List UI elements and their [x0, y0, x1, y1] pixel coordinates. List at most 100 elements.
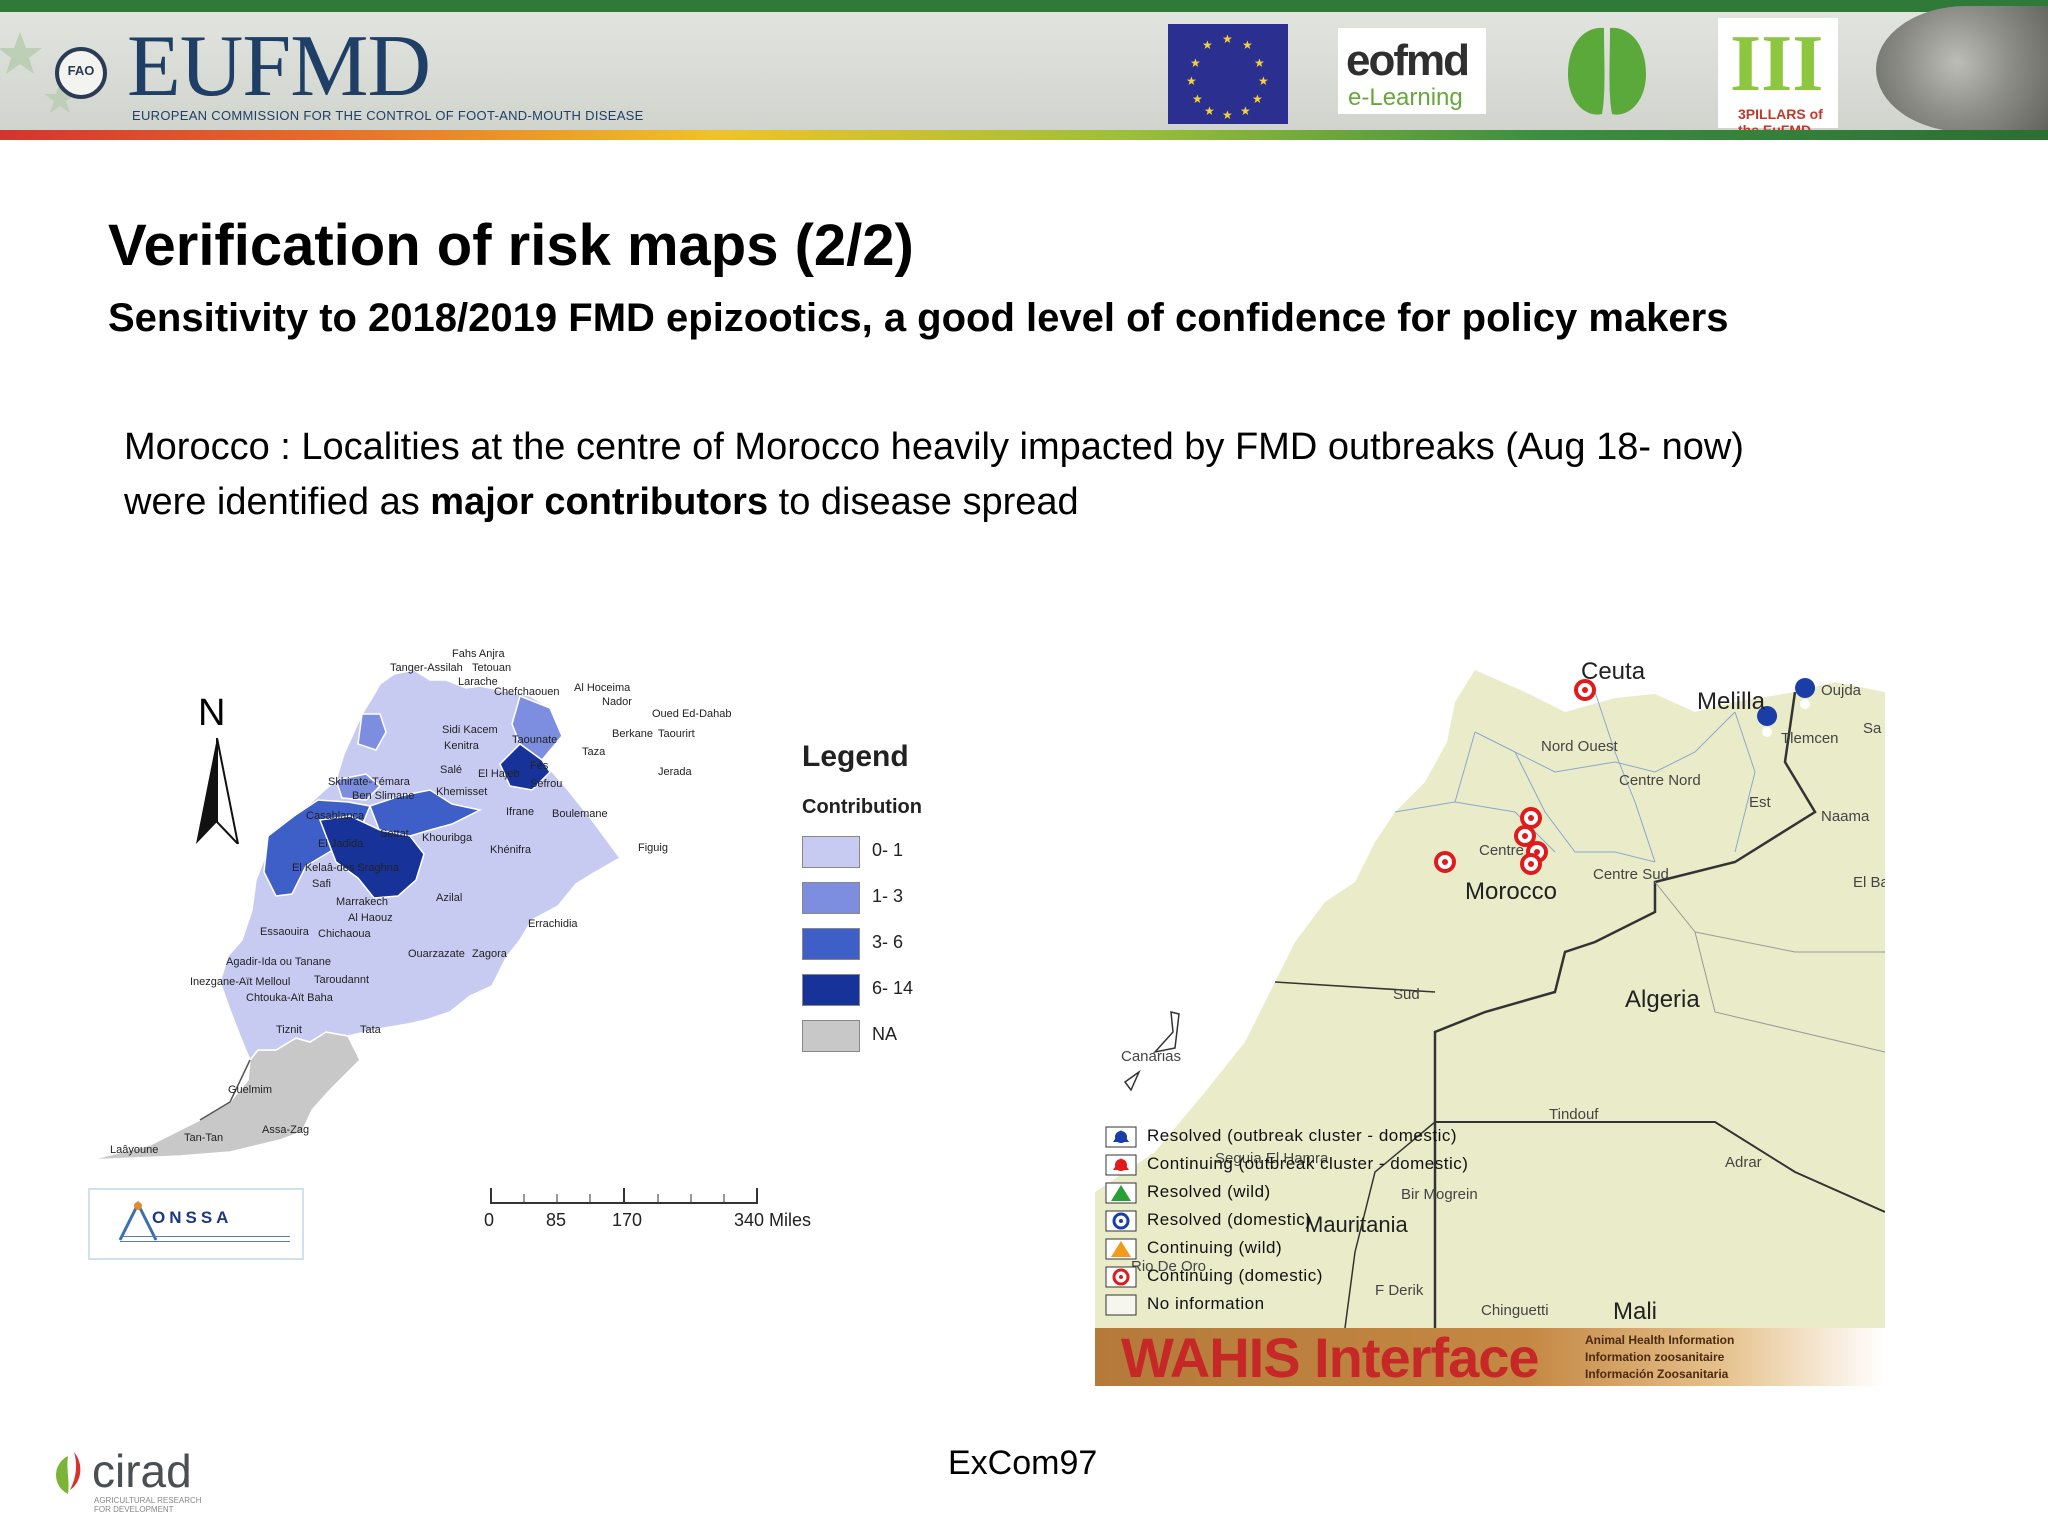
cirad-logo-sub: AGRICULTURAL RESEARCH FOR DEVELOPMENT [94, 1496, 202, 1514]
region-label: Salé [440, 764, 463, 776]
footer-label: ExCom97 [948, 1444, 1098, 1482]
region-label: Taounate [512, 734, 558, 746]
morocco-region-map [89, 669, 622, 1161]
region-label: Tiznit [276, 1024, 302, 1036]
region-label: Al Haouz [348, 912, 393, 924]
wahis-side-line: Information zoosanitaire [1585, 1350, 1725, 1364]
region-label: Laâyoune [110, 1144, 159, 1156]
eofmd-elearning-logo: eofmd e-Learning [1338, 28, 1486, 114]
wahis-banner: WAHIS Interface Animal Health Informatio… [1095, 1326, 1885, 1389]
region-label: Casablanca [306, 810, 365, 822]
body-line-2: were identified as major contributors to… [124, 475, 1984, 530]
region-label: Est [1749, 794, 1771, 811]
legend-swatch [802, 928, 860, 960]
region-label: Nord Ouest [1541, 738, 1618, 755]
slide-title: Verification of risk maps (2/2) [108, 213, 914, 278]
region-label: Inezgane-Aït Melloul [190, 976, 291, 988]
region-label: Sud [1393, 986, 1420, 1003]
legend-swatch [802, 1020, 860, 1052]
wahis-side-text: Animal Health Information Information zo… [1585, 1332, 1734, 1383]
region-label: Tindouf [1549, 1106, 1599, 1123]
region-label: El Hajeb [478, 768, 520, 780]
body-paragraph: Morocco : Localities at the centre of Mo… [124, 420, 1984, 530]
pillars-roman-numeral: III [1730, 20, 1824, 108]
eofmd-logo-name: eofmd [1346, 36, 1470, 85]
region-label: Chichaoua [318, 928, 371, 940]
region-label: Adrar [1725, 1154, 1762, 1171]
country-label: Melilla [1697, 688, 1766, 715]
region-label: Oued Ed-Dahab [652, 708, 732, 720]
region-label: Larache [458, 676, 498, 688]
region-label: Figuig [638, 842, 668, 854]
region-label: F Derik [1375, 1282, 1424, 1299]
region-label: Tetouan [472, 662, 512, 674]
region-label: Khemisset [436, 786, 488, 798]
wahis-side-line: Información Zoosanitaria [1585, 1367, 1729, 1381]
region-label: El Kelaâ-des Sraghna [292, 862, 400, 874]
legend-label: 3- 6 [872, 932, 904, 952]
red-circle-icon [1105, 1266, 1137, 1288]
region-label: Berkane [612, 728, 653, 740]
cirad-logo: cirad AGRICULTURAL RESEARCH FOR DEVELOPM… [48, 1446, 228, 1516]
north-label: N [198, 692, 226, 734]
legend-label: 1- 3 [872, 886, 904, 906]
region-label: Taroudannt [314, 974, 370, 986]
region-label: Fès [530, 760, 549, 772]
legend-swatch [802, 836, 860, 868]
region-label: Skhirate-Témara [328, 776, 410, 788]
region-label: Khénifra [490, 844, 531, 856]
region-label: Boulemane [552, 808, 608, 820]
region-label: Tanger-Assilah [390, 662, 463, 674]
region-label: Assa-Zag [262, 1124, 310, 1136]
wahis-title: WAHIS Interface [1121, 1326, 1540, 1389]
region-label: Ouarzazate [408, 948, 465, 960]
morocco-contribution-map: N Fahs Anjra Tanger-Assilah Tetouan Lara… [80, 640, 950, 1290]
orange-triangle-icon [1105, 1238, 1137, 1260]
region-label: Guelmim [228, 1084, 273, 1096]
wahis-legend-label: No information [1147, 1294, 1265, 1313]
red-cluster-icon [1105, 1154, 1137, 1176]
wahis-legend-label: Continuing (wild) [1147, 1238, 1283, 1257]
legend-label: 6- 14 [872, 978, 914, 998]
region-label: Agadir-Ida ou Tanane [226, 956, 331, 968]
country-label: Algeria [1625, 986, 1700, 1013]
country-label: Mauritania [1305, 1212, 1408, 1237]
onssa-logo-lines [120, 1236, 290, 1242]
region-label: Al Hoceima [574, 682, 631, 694]
region-label: Nador [602, 696, 632, 708]
legend-label: 0- 1 [872, 840, 904, 860]
region-label: Essaouira [260, 926, 309, 938]
scale-label: 0 [484, 1210, 495, 1230]
blue-cluster-icon [1105, 1126, 1137, 1148]
wahis-legend-label: Resolved (wild) [1147, 1182, 1271, 1201]
legend-item: 6- 14 [802, 974, 1002, 1010]
region-label: Taza [582, 746, 606, 758]
region-label: Azilal [436, 892, 463, 904]
region-label: Errachidia [528, 918, 578, 930]
region-label: Marrakech [336, 896, 388, 908]
region-label: Centre Nord [1619, 772, 1701, 789]
country-label: Morocco [1465, 878, 1558, 905]
fao-logo: FAO [55, 47, 107, 99]
region-label: Oujda [1821, 682, 1862, 699]
region-label: Seguia El Hamra [1215, 1150, 1329, 1167]
legend-item: 0- 1 [802, 836, 1002, 872]
region-label: Khouribga [422, 832, 473, 844]
region-label: Sa [1863, 720, 1882, 737]
onssa-logo: ONSSA [88, 1188, 304, 1260]
blue-circle-icon [1105, 1210, 1137, 1232]
region-label: Chtouka-Aït Baha [246, 992, 333, 1004]
wahis-legend-label: Resolved (outbreak cluster - domestic) [1147, 1126, 1458, 1145]
wahis-map-area: Ceuta Melilla Morocco Algeria Mali Mauri… [1095, 652, 1885, 1328]
region-label: Rio De Oro [1131, 1258, 1207, 1275]
wahis-outbreak-map: Ceuta Melilla Morocco Algeria Mali Mauri… [1095, 652, 1885, 1388]
region-label: Chinguetti [1481, 1302, 1549, 1319]
region-label: Jerada [658, 766, 692, 778]
hoof-logo [1568, 27, 1646, 115]
three-pillars-logo: III 3PILLARS of the EuFMD [1718, 18, 1838, 138]
star-decoration [0, 32, 76, 113]
legend-swatch [802, 974, 860, 1006]
region-labels: Fahs Anjra Tanger-Assilah Tetouan Larach… [80, 640, 780, 1180]
legend-item: 1- 3 [802, 882, 1002, 918]
region-label: El Jadida [318, 838, 364, 850]
